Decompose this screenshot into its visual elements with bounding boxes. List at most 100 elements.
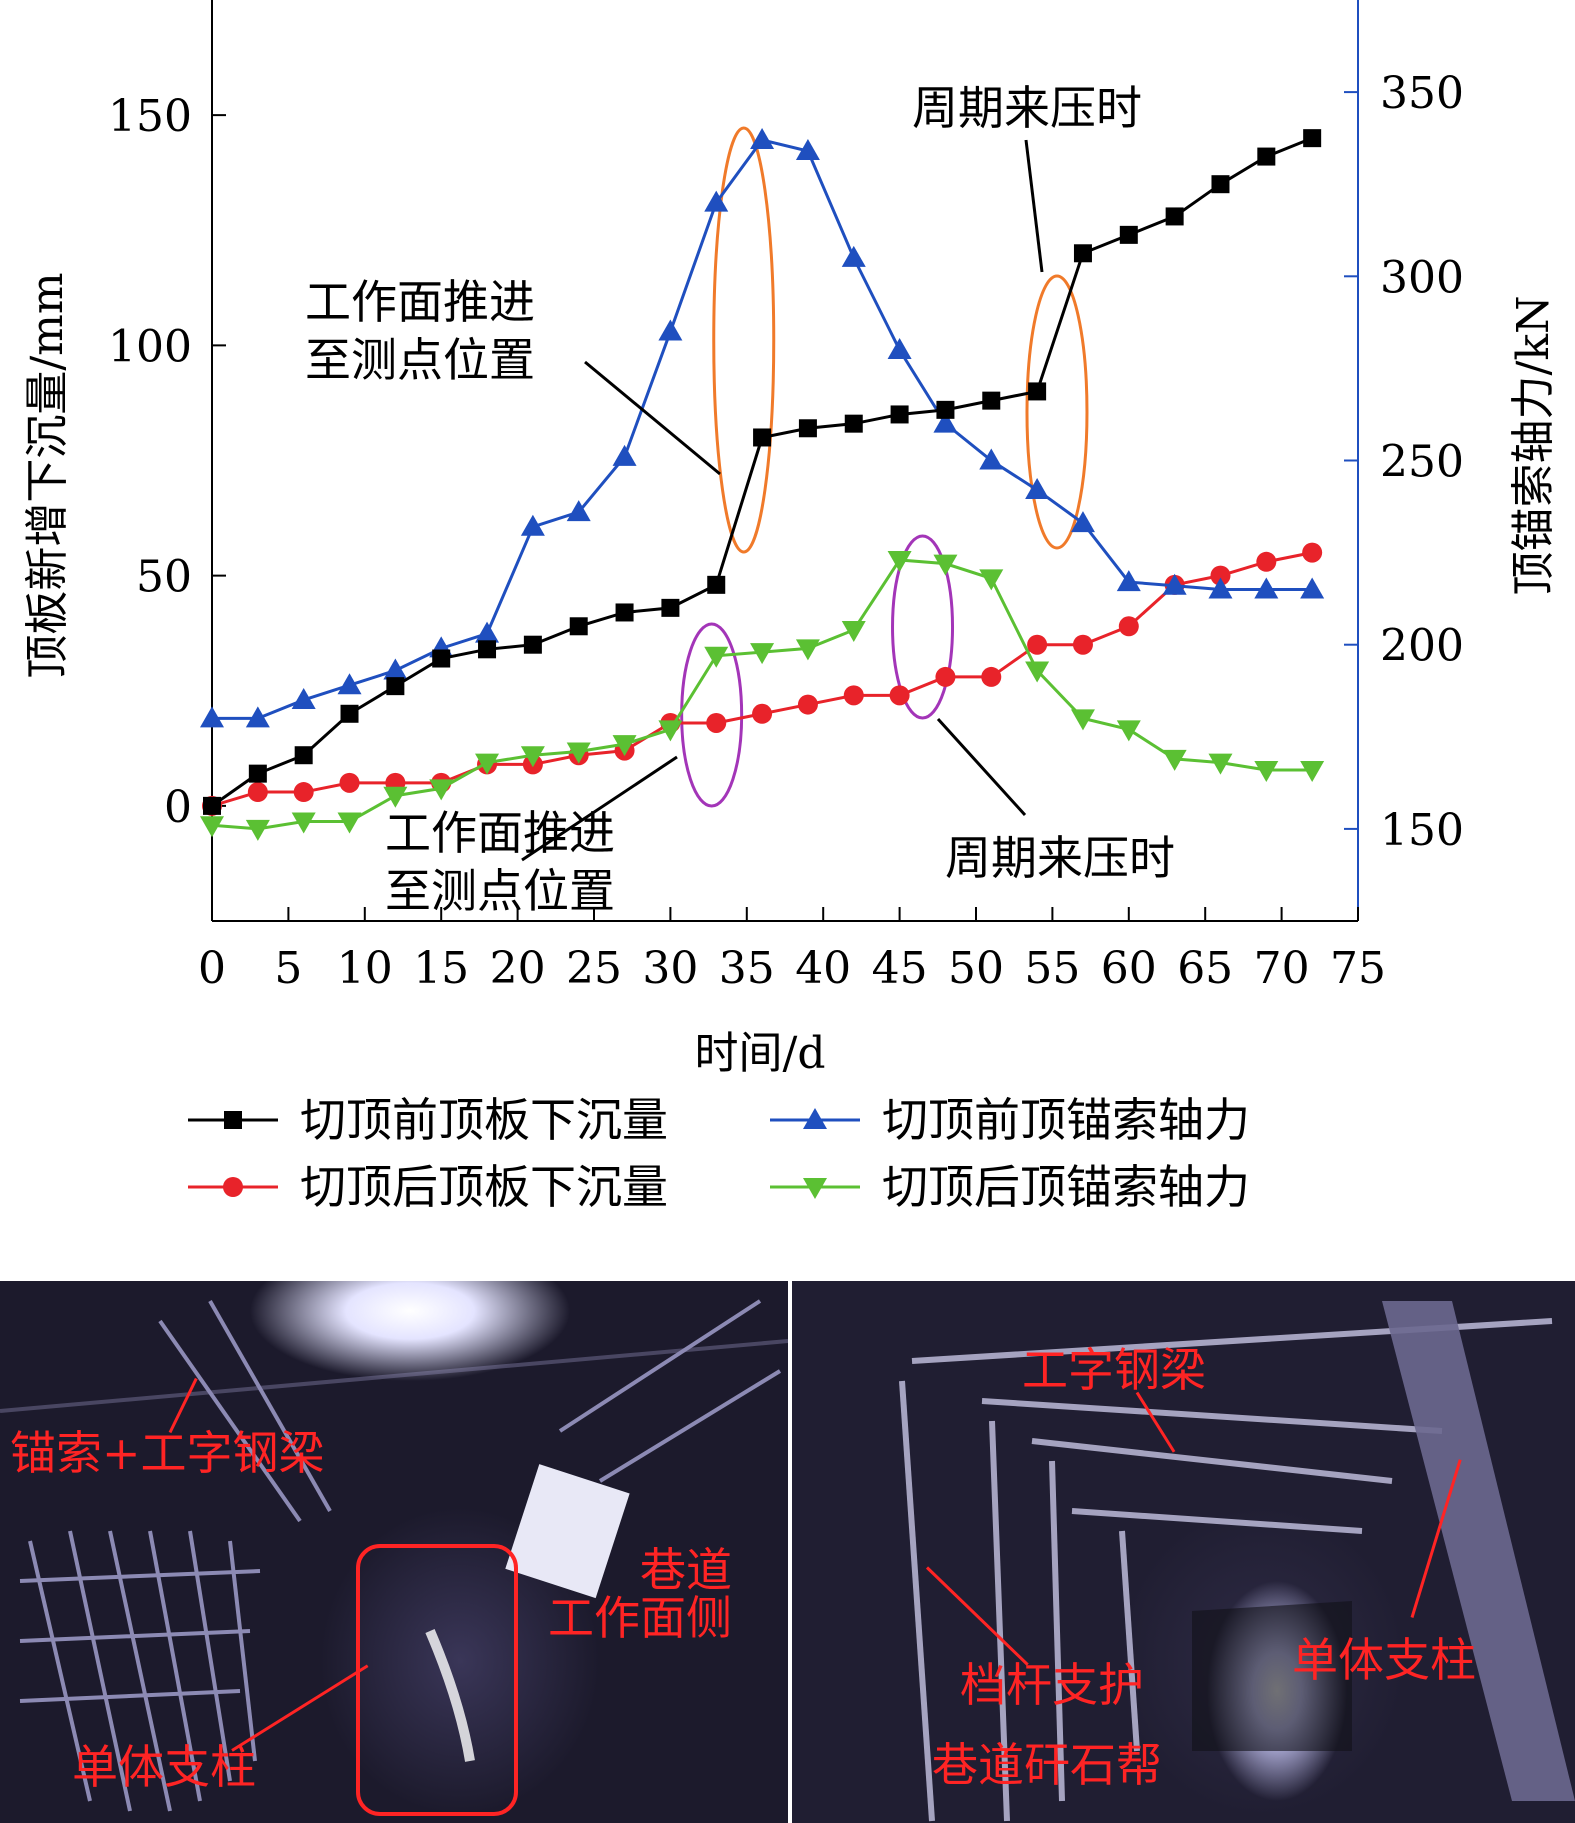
data-point xyxy=(523,635,542,654)
data-point xyxy=(612,735,637,757)
data-point xyxy=(658,319,683,341)
data-point xyxy=(245,819,270,841)
data-point xyxy=(1303,129,1322,148)
data-point xyxy=(337,673,362,695)
data-point xyxy=(704,646,729,668)
data-point xyxy=(707,575,726,594)
data-point xyxy=(1257,147,1276,166)
series-group xyxy=(203,129,1322,815)
leader-line xyxy=(521,755,678,862)
data-point xyxy=(1116,720,1141,742)
data-point xyxy=(339,772,360,793)
data-point xyxy=(291,687,316,709)
photo-label: 单体支柱 xyxy=(72,1740,256,1794)
x-tick-label: 45 xyxy=(872,943,928,994)
leader-line xyxy=(1024,139,1044,273)
data-point xyxy=(612,444,637,466)
data-point xyxy=(750,643,775,665)
annotation-line: 周期来压时 xyxy=(912,81,1142,135)
data-point xyxy=(1116,570,1141,592)
y-right-tick-label: 350 xyxy=(1380,68,1464,119)
data-point xyxy=(520,746,545,768)
data-point xyxy=(798,419,817,438)
annotation-line: 周期来压时 xyxy=(945,831,1175,885)
data-point xyxy=(1162,573,1187,595)
data-point xyxy=(223,1177,243,1197)
data-point xyxy=(1119,225,1138,244)
data-point xyxy=(1208,577,1233,599)
data-point xyxy=(478,640,497,659)
photo-label: 巷道矸石帮 xyxy=(932,1738,1162,1792)
highlight-ellipses xyxy=(680,126,1089,808)
y-right-tick-label: 150 xyxy=(1380,805,1464,856)
x-tick-label: 60 xyxy=(1101,943,1157,994)
data-point xyxy=(1208,753,1233,775)
series-line xyxy=(211,558,1313,831)
leader-line xyxy=(584,360,721,476)
annotation-line: 工作面推进 xyxy=(385,806,615,860)
legend-label: 切顶后顶板下沉量 xyxy=(300,1160,668,1214)
axis-ticks xyxy=(211,91,1359,921)
data-point xyxy=(429,779,454,801)
data-point xyxy=(935,666,956,687)
legend-item: 切顶后顶锚索轴力 xyxy=(770,1160,1250,1214)
photo-roadway-right: 工字钢梁 单体支柱 档杆支护 巷道矸石帮 xyxy=(792,1281,1575,1823)
data-point xyxy=(432,649,451,668)
data-point xyxy=(803,1178,827,1199)
highlight-box xyxy=(356,1544,518,1816)
data-point xyxy=(1254,577,1279,599)
legend-label: 切顶后顶锚索轴力 xyxy=(882,1160,1250,1214)
data-point xyxy=(615,603,634,622)
data-point xyxy=(248,764,267,783)
data-point xyxy=(933,554,958,576)
data-point xyxy=(1028,382,1047,401)
x-tick-label: 40 xyxy=(795,943,851,994)
data-point xyxy=(887,550,912,572)
data-point xyxy=(1070,511,1095,533)
x-tick-label: 25 xyxy=(566,943,622,994)
data-point xyxy=(979,448,1004,470)
data-point xyxy=(200,706,224,728)
y-left-tick-label: 150 xyxy=(108,91,192,142)
data-point xyxy=(1025,661,1050,683)
legend-item: 切顶前顶锚索轴力 xyxy=(770,1093,1250,1147)
series-group xyxy=(200,550,1325,841)
data-point xyxy=(1300,577,1325,599)
data-point xyxy=(706,712,727,733)
data-point xyxy=(1025,477,1050,499)
data-point xyxy=(1302,542,1323,563)
data-point xyxy=(797,694,818,715)
annotation-line: 工作面推进 xyxy=(305,275,535,329)
y-left-tick-label: 0 xyxy=(164,782,192,833)
data-point xyxy=(245,706,270,728)
data-point xyxy=(890,405,909,424)
data-point xyxy=(658,720,683,742)
data-point xyxy=(704,190,729,212)
roadway-sketch-left xyxy=(0,1299,788,1816)
data-point xyxy=(1256,551,1277,572)
data-point xyxy=(200,816,224,838)
data-point xyxy=(520,514,545,536)
data-point xyxy=(1211,175,1230,194)
data-point xyxy=(1210,565,1231,586)
photo-label: 巷道 工作面侧 xyxy=(548,1546,732,1643)
data-point xyxy=(340,704,359,723)
data-point xyxy=(981,666,1002,687)
roadway-sketch-right xyxy=(899,1301,1575,1822)
photo-label: 巷道 工作面侧 xyxy=(548,1543,732,1646)
hanging-board xyxy=(505,1464,630,1599)
data-point xyxy=(979,569,1004,591)
x-tick-label: 30 xyxy=(642,943,698,994)
data-point xyxy=(383,786,408,808)
photo-label: 档杆支护 xyxy=(960,1658,1144,1712)
data-point xyxy=(1165,207,1184,226)
data-point xyxy=(386,677,405,696)
annotation-label: 工作面推进至测点位置 xyxy=(385,806,615,918)
annotation-label: 周期来压时 xyxy=(945,831,1175,885)
x-tick-label: 55 xyxy=(1024,943,1080,994)
data-point xyxy=(887,337,912,359)
legend-item: 切顶后顶板下沉量 xyxy=(188,1160,668,1214)
data-point xyxy=(795,639,820,661)
